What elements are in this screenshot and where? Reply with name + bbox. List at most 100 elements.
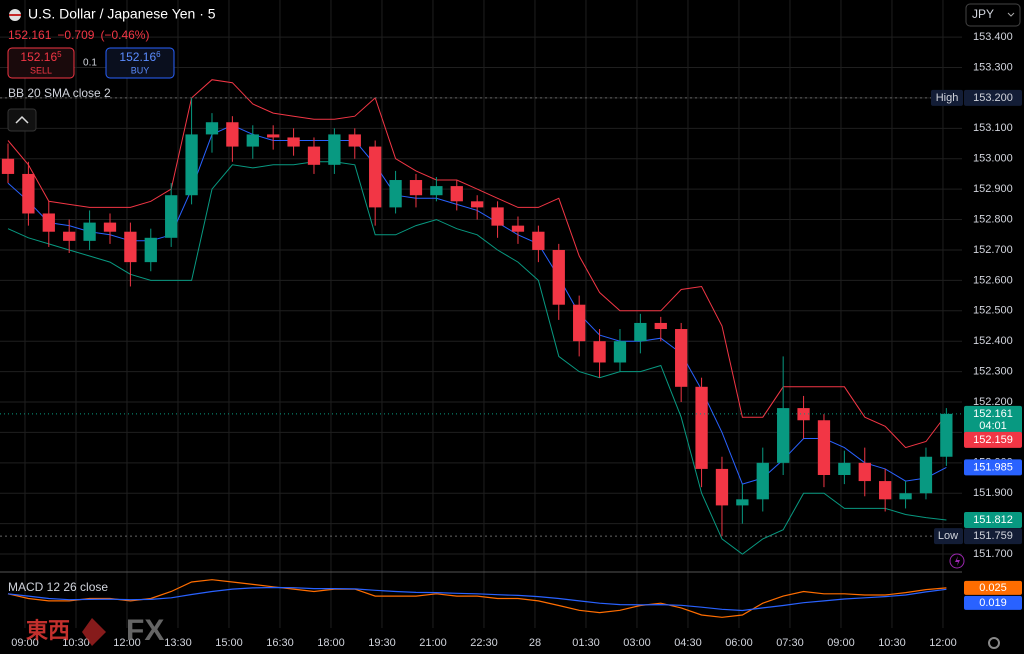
price-axis <box>962 0 1024 654</box>
buy-pip: 6 <box>156 50 161 59</box>
currency[interactable]: JPY <box>972 7 994 21</box>
x-tick-label: 12:00 <box>113 637 141 649</box>
x-tick-label: 01:30 <box>572 637 600 649</box>
buy-box[interactable] <box>105 47 175 79</box>
x-tick-label: 15:00 <box>215 637 243 649</box>
change-percent: (−0.46%) <box>100 28 149 42</box>
countdown: 04:01 <box>979 420 1007 432</box>
candle-body <box>287 137 300 147</box>
candle-body <box>532 231 545 250</box>
candle-body <box>552 249 565 305</box>
candle-body <box>511 225 525 232</box>
candle-body <box>817 420 831 475</box>
y-tick-label: 152.200 <box>973 396 1013 408</box>
change: −0.709 <box>57 28 94 42</box>
candle-body <box>899 493 912 500</box>
low-tag: Low <box>938 530 958 542</box>
buy-button[interactable]: 152.166 BUY <box>105 47 175 79</box>
candle-body <box>124 231 137 263</box>
collapse-button[interactable] <box>7 108 37 132</box>
x-tick-label: 16:30 <box>266 637 294 649</box>
bollinger-band <box>7 161 947 555</box>
low-value-box <box>964 528 1022 545</box>
candle-body <box>573 304 586 342</box>
candle-body <box>736 499 749 506</box>
buy-price[interactable]: 152.166 <box>119 50 161 64</box>
x-tick-label: 28 <box>529 637 541 649</box>
chevron-down <box>1007 12 1015 17</box>
x-tick-label: 04:30 <box>674 637 702 649</box>
sell-button[interactable]: 152.165 SELL <box>7 47 75 79</box>
candle-body <box>715 468 729 506</box>
collapse-box[interactable] <box>7 108 37 132</box>
watermark-fx: FX <box>126 614 164 647</box>
candle-body <box>797 408 810 421</box>
candle-body <box>450 186 463 202</box>
candle-body <box>409 180 423 196</box>
x-tick-label: 03:00 <box>623 637 651 649</box>
candle-body <box>369 146 382 208</box>
y-tick-label: 152.500 <box>973 305 1013 317</box>
candle-body <box>226 122 239 147</box>
candle-body <box>940 413 953 457</box>
band-value: 151.812 <box>973 514 1013 526</box>
candle-body <box>613 341 627 363</box>
high-value-box <box>964 89 1022 106</box>
macd-line <box>7 586 947 612</box>
candle-body <box>22 173 35 214</box>
y-tick-label: 152.900 <box>973 183 1013 195</box>
x-tick-label: 10:30 <box>878 637 906 649</box>
sell-label[interactable]: SELL <box>30 65 52 75</box>
candle-body <box>471 201 484 208</box>
candle-body <box>756 462 769 500</box>
macd-value: 0.019 <box>979 597 1007 609</box>
sell-price[interactable]: 152.165 <box>20 50 62 64</box>
band-value: 151.985 <box>973 461 1013 473</box>
candle-body <box>654 322 667 330</box>
macd-value: 0.025 <box>979 582 1007 594</box>
candle-body <box>328 134 341 165</box>
y-tick-label: 153.400 <box>973 31 1013 43</box>
x-tick-label: 06:00 <box>725 637 753 649</box>
candle-body <box>879 481 892 500</box>
watermark-cn: 東西 <box>26 618 70 643</box>
candle-body <box>838 462 851 475</box>
band-value: 152.159 <box>973 434 1013 446</box>
candle-body <box>165 195 178 238</box>
candle-body <box>307 146 321 165</box>
macd-line <box>7 579 947 618</box>
candle-body <box>593 341 606 363</box>
x-tick-label: 22:30 <box>470 637 498 649</box>
candle-body <box>42 213 55 232</box>
candle-body <box>185 134 198 196</box>
band-value-box <box>964 431 1022 448</box>
buy-label[interactable]: BUY <box>131 65 150 75</box>
candle-body <box>858 462 871 482</box>
x-tick-label: 21:00 <box>419 637 447 649</box>
candle-body <box>675 329 688 387</box>
candle-body <box>430 186 443 196</box>
currency-select[interactable]: JPY <box>965 3 1021 27</box>
candle-body <box>919 456 933 494</box>
candle-body <box>491 207 504 226</box>
bollinger-band <box>7 79 947 449</box>
alert-icon[interactable] <box>949 553 965 569</box>
settings-icon[interactable] <box>988 637 1000 649</box>
y-tick-label: 152.800 <box>973 213 1013 225</box>
high-tag-box <box>931 89 963 106</box>
band-value-box <box>964 459 1022 476</box>
macd-value-box <box>964 580 1022 595</box>
last-price: 152.161 <box>973 408 1013 420</box>
currency-box[interactable] <box>965 3 1021 27</box>
x-tick-label: 10:30 <box>62 637 90 649</box>
candle-body <box>63 231 76 241</box>
sell-box[interactable] <box>7 47 75 79</box>
symbol-title: U.S. Dollar / Japanese Yen · 5 <box>28 6 216 22</box>
grid <box>0 0 962 628</box>
macd-value-box <box>964 595 1022 610</box>
candle-body <box>246 134 259 147</box>
candle-body <box>103 222 117 232</box>
